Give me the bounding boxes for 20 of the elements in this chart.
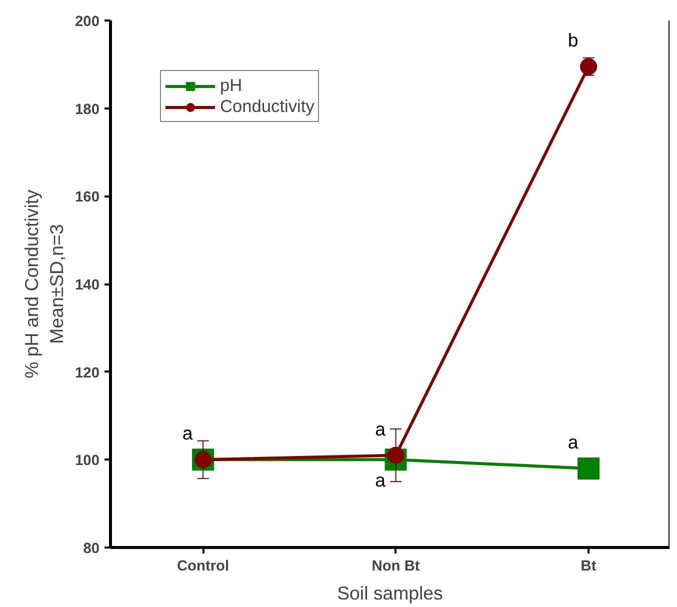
legend-label: pH (220, 75, 242, 96)
y-tick-label: 200 (75, 14, 100, 30)
point (578, 457, 600, 480)
x-tick-label: Non Bt (372, 558, 420, 574)
y-tick-label: 180 (75, 102, 100, 118)
x-axis-title: Soil samples (337, 582, 443, 604)
y-tick-label: 140 (75, 278, 100, 294)
y-tick-label: 80 (83, 541, 100, 557)
y-tick-label: 160 (75, 190, 100, 206)
x-tick-label: Control (176, 558, 230, 574)
annotation: a (568, 431, 579, 452)
x-tick-label: Bt (580, 558, 596, 574)
legend-label: Conductivity (220, 96, 314, 117)
y-tick-label: 100 (75, 453, 100, 470)
annotation: a (182, 422, 194, 444)
y-axis-title: % pH and Conductivity Mean±SD,n=3 (20, 188, 68, 378)
annotation: a (375, 470, 386, 491)
annotation: b (568, 30, 578, 51)
annotation: a (375, 418, 386, 440)
y-tick-label: 120 (75, 365, 100, 382)
